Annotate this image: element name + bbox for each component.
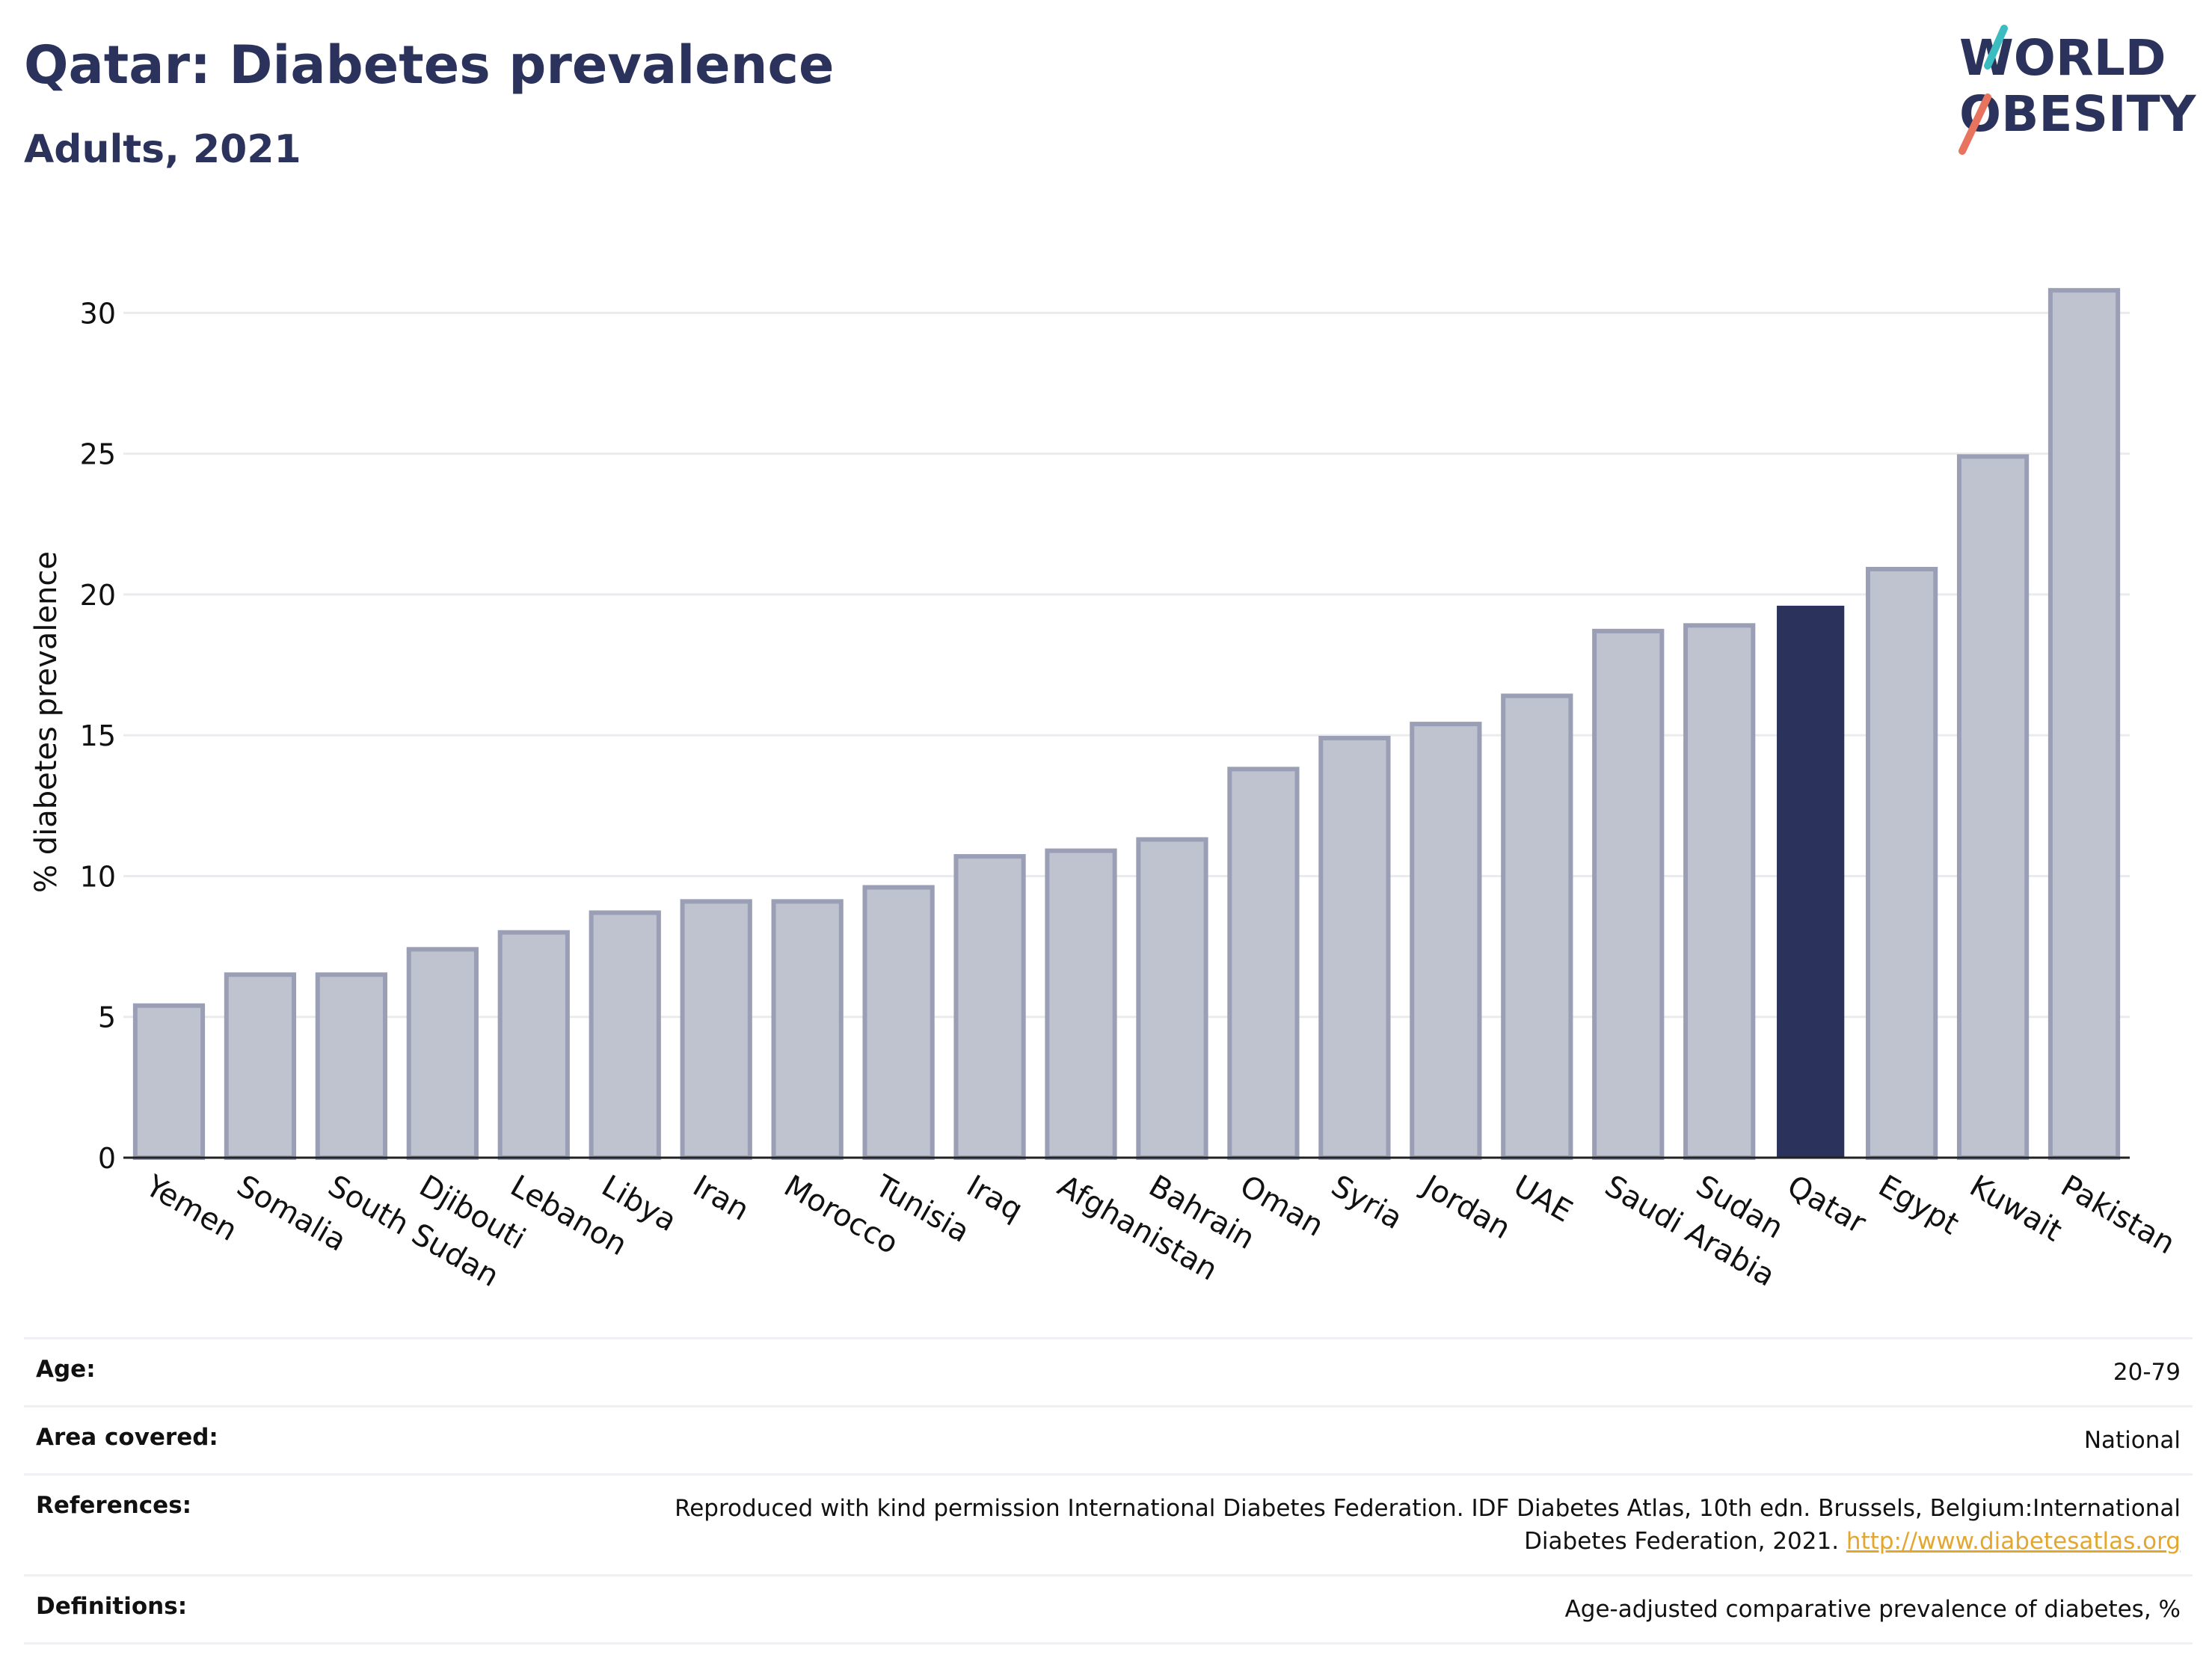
- page-subtitle: Adults, 2021: [24, 127, 301, 172]
- area-covered-value: National: [2083, 1427, 2181, 1454]
- bar-qatar: [1777, 605, 1845, 1158]
- age-value: 20-79: [2113, 1359, 2181, 1386]
- bar-afghanistan: [1045, 848, 1117, 1160]
- footer-row-age: Age: 20-79: [24, 1337, 2193, 1405]
- bar-djibouti: [406, 947, 479, 1160]
- bar-libya: [589, 910, 661, 1160]
- metadata-table: Age: 20-79 Area covered: National Refere…: [24, 1337, 2193, 1645]
- definitions-label: Definitions:: [36, 1593, 188, 1620]
- x-tick-label: Iran: [687, 1169, 755, 1228]
- logo-line2: OBESITY: [1959, 85, 2197, 143]
- x-tick-label: Kuwait: [1964, 1169, 2068, 1249]
- bar-egypt: [1865, 566, 1938, 1160]
- logo-slash-teal: [1984, 25, 2008, 70]
- bar-oman: [1227, 767, 1300, 1160]
- footer-row-definitions: Definitions: Age-adjusted comparative pr…: [24, 1574, 2193, 1645]
- y-tick-label: 15: [80, 719, 116, 752]
- bar-iran: [680, 899, 752, 1160]
- references-text: Reproduced with kind permission Internat…: [675, 1495, 2181, 1555]
- y-tick-label: 20: [80, 579, 116, 612]
- page-title: Qatar: Diabetes prevalence: [24, 34, 835, 96]
- bar-bahrain: [1136, 837, 1208, 1160]
- bar-somalia: [224, 972, 297, 1160]
- x-tick-label: Syria: [1325, 1169, 1408, 1236]
- bar-iraq: [953, 854, 1026, 1160]
- world-obesity-logo: WORLD OBESITY: [1958, 25, 2197, 155]
- bar-syria: [1318, 735, 1391, 1160]
- bar-tunisia: [862, 885, 935, 1160]
- definitions-value: Age-adjusted comparative prevalence of d…: [1564, 1596, 2181, 1623]
- x-tick-label: UAE: [1508, 1169, 1578, 1229]
- x-tick-label: Yemen: [139, 1168, 243, 1248]
- x-tick-label: Qatar: [1781, 1169, 1872, 1241]
- y-tick-label: 10: [80, 860, 116, 893]
- references-value: Reproduced with kind permission Internat…: [670, 1492, 2181, 1558]
- x-tick-label: Egypt: [1872, 1169, 1964, 1242]
- area-covered-label: Area covered:: [36, 1424, 218, 1451]
- age-label: Age:: [36, 1356, 96, 1383]
- y-tick-label: 25: [80, 438, 116, 471]
- y-axis-label: % diabetes prevalence: [29, 551, 64, 893]
- footer-row-area: Area covered: National: [24, 1405, 2193, 1473]
- y-tick-label: 0: [98, 1142, 116, 1175]
- logo-slash-coral: [1958, 93, 1991, 155]
- bar-morocco: [771, 899, 844, 1160]
- bar-saudi-arabia: [1592, 628, 1665, 1160]
- y-tick-label: 5: [98, 1001, 116, 1034]
- references-label: References:: [36, 1492, 192, 1519]
- bar-kuwait: [1956, 454, 2030, 1160]
- y-tick-label: 30: [80, 297, 116, 330]
- x-tick-label: Jordan: [1415, 1167, 1517, 1246]
- x-tick-label: Pakistan: [2055, 1169, 2181, 1262]
- references-link[interactable]: http://www.diabetesatlas.org: [1846, 1528, 2181, 1555]
- bar-sudan: [1683, 623, 1756, 1160]
- bar-pakistan: [2047, 288, 2121, 1160]
- bar-uae: [1501, 693, 1573, 1160]
- bar-lebanon: [497, 930, 570, 1160]
- bars: [132, 288, 2121, 1160]
- bar-south-sudan: [315, 972, 388, 1160]
- bar-jordan: [1410, 722, 1482, 1160]
- footer-row-references: References: Reproduced with kind permiss…: [24, 1473, 2193, 1574]
- bar-yemen: [132, 1003, 206, 1160]
- y-tick-labels: 0 5 10 15 20 25 30: [80, 297, 116, 1175]
